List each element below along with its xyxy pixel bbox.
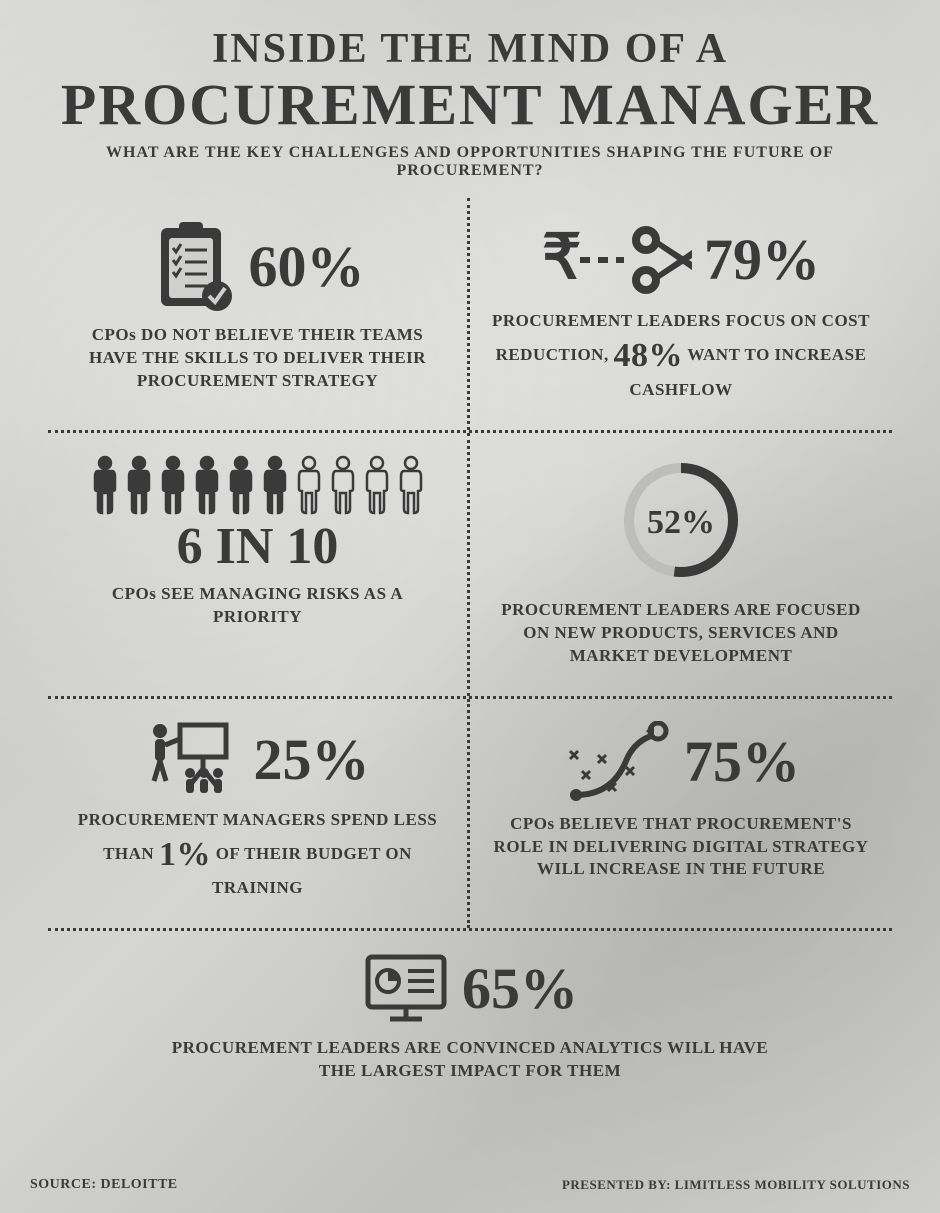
stat-newprod-value: 52% [647,504,715,541]
analytics-monitor-icon [362,951,450,1027]
stat-risk-value: 6 IN 10 [177,521,339,573]
stat-analytics-desc: PROCUREMENT LEADERS ARE CONVINCED ANALYT… [168,1037,772,1083]
person-filled-icon [260,455,290,515]
person-filled-icon [192,455,222,515]
strategy-arrow-icon [562,721,672,803]
stat-cost-desc: PROCUREMENT LEADERS FOCUS ON COST REDUCT… [492,310,870,402]
stat-skills-desc: CPOs DO NOT BELIEVE THEIR TEAMS HAVE THE… [70,324,445,393]
person-outline-icon [396,455,426,515]
stat-newprod: 52% PROCUREMENT LEADERS ARE FOCUSED ON N… [470,433,892,696]
source-label: SOURCE: DELOITTE [30,1177,178,1193]
stat-skills-value: 60% [249,238,365,296]
header: INSIDE THE MIND OF A PROCUREMENT MANAGER… [48,28,892,180]
people-icons-row [70,455,445,515]
stat-digital: 75% CPOs BELIEVE THAT PROCUREMENT'S ROLE… [470,699,892,929]
person-outline-icon [328,455,358,515]
stat-risk-desc: CPOs SEE MANAGING RISKS AS A PRIORITY [70,583,445,629]
stat-skills: 60% CPOs DO NOT BELIEVE THEIR TEAMS HAVE… [48,198,470,430]
stat-digital-value: 75% [684,733,800,791]
stat-cost-value: 79% [704,231,820,289]
stat-training-inline: 1% [159,836,211,873]
stat-training-desc-post: OF THEIR BUDGET ON TRAINING [211,844,412,898]
clipboard-check-icon [151,220,237,314]
presented-by-label: PRESENTED BY: LIMITLESS MOBILITY SOLUTIO… [562,1177,910,1193]
person-outline-icon [362,455,392,515]
stat-newprod-desc: PROCUREMENT LEADERS ARE FOCUSED ON NEW P… [492,599,870,668]
person-outline-icon [294,455,324,515]
stat-analytics: 65% PROCUREMENT LEADERS ARE CONVINCED AN… [48,928,892,1083]
training-presentation-icon [146,721,242,799]
person-filled-icon [226,455,256,515]
stat-analytics-value: 65% [462,960,578,1018]
svg-text:₹: ₹ [542,223,581,292]
person-filled-icon [90,455,120,515]
title-line-1: INSIDE THE MIND OF A [48,28,892,70]
stat-training-desc: PROCUREMENT MANAGERS SPEND LESS THAN 1% … [70,809,445,901]
title-line-2: PROCUREMENT MANAGER [48,76,892,134]
person-filled-icon [158,455,188,515]
person-filled-icon [124,455,154,515]
stat-training: 25% PROCUREMENT MANAGERS SPEND LESS THAN… [48,699,470,929]
stats-grid: 60% CPOs DO NOT BELIEVE THEIR TEAMS HAVE… [48,198,892,928]
stat-training-value: 25% [254,731,370,789]
rupee-scissors-icon: ₹ [542,220,692,300]
subtitle: WHAT ARE THE KEY CHALLENGES AND OPPORTUN… [48,144,892,180]
stat-risk: 6 IN 10 CPOs SEE MANAGING RISKS AS A PRI… [48,433,470,696]
stat-digital-desc: CPOs BELIEVE THAT PROCUREMENT'S ROLE IN … [492,813,870,882]
stat-cost: ₹ 79% PROCUREMENT LEADERS FOCUS ON COST … [470,198,892,430]
stat-cost-inline: 48% [613,337,683,374]
progress-ring-icon: 52% [616,455,746,585]
